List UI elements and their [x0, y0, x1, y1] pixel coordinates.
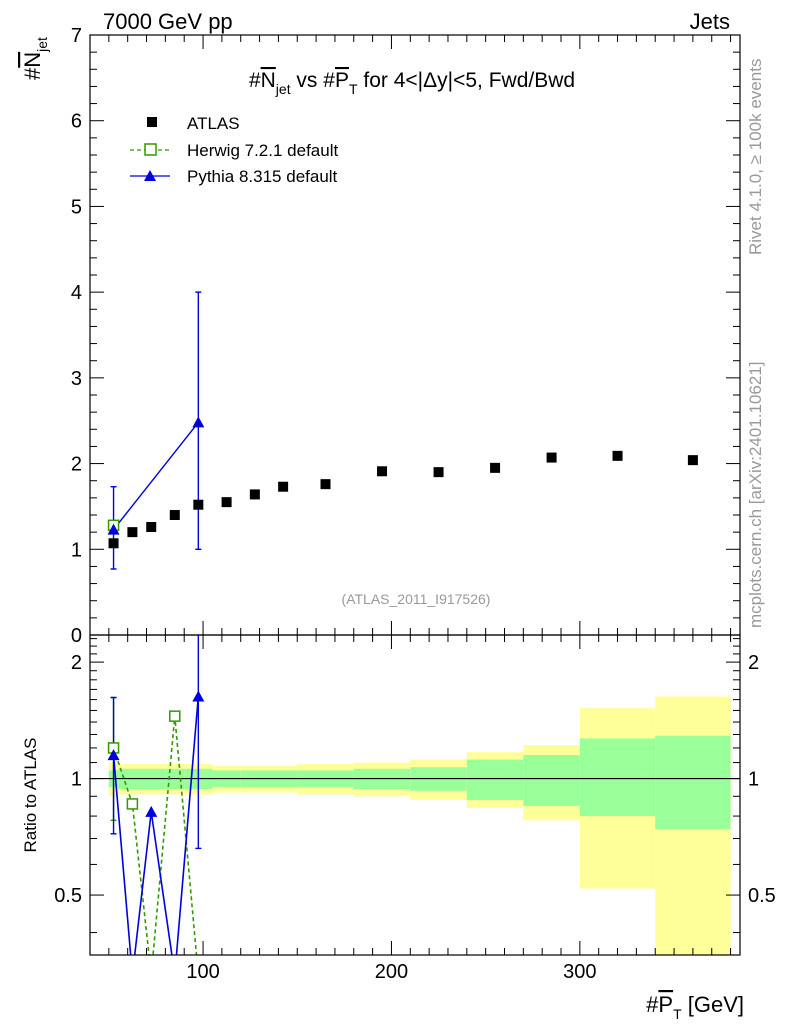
ratio-inner-band — [655, 735, 731, 830]
atlas-point — [546, 452, 557, 463]
atlas-point — [612, 450, 623, 461]
title-hash: # — [249, 69, 261, 92]
legend-marker-atlas — [147, 117, 157, 127]
atlas-point — [377, 466, 388, 477]
pythia-ratio-point — [107, 749, 120, 761]
pythia-point — [192, 416, 205, 428]
legend-label-pythia: Pythia 8.315 default — [187, 167, 338, 186]
atlas-point — [127, 527, 138, 538]
atlas-point — [169, 510, 180, 520]
herwig-ratio-point — [169, 710, 181, 722]
ratio-inner-band — [523, 755, 580, 806]
pythia-series-line — [113, 421, 199, 531]
main-y-tick-label: 5 — [71, 196, 82, 218]
ratio-inner-band — [579, 738, 656, 817]
ratio-y-tick-label: 1 — [71, 769, 82, 791]
title-p: P — [335, 69, 349, 92]
ratio-x-tick-label: 100 — [186, 961, 219, 983]
main-tick-labels: 0 1 2 3 4 5 6 7 — [71, 25, 82, 647]
legend-marker-pythia — [144, 170, 156, 181]
rivet-version-label: Rivet 4.1.0, ≥ 100k events — [746, 59, 765, 255]
main-y-tick-label: 3 — [71, 368, 82, 390]
atlas-point — [278, 481, 289, 492]
title-rest: for 4<|Δy|<5, Fwd/Bwd — [358, 69, 576, 92]
ylabel-n: N — [20, 52, 45, 68]
atlas-point — [146, 522, 157, 532]
atlas-point — [193, 499, 204, 510]
ratio-y-tick-label: 0.5 — [54, 885, 82, 907]
ratio-y-tick-label-right: 0.5 — [748, 885, 776, 907]
atlas-point — [221, 497, 232, 508]
header-category-label: Jets — [690, 9, 730, 34]
header-energy-label: 7000 GeV pp — [103, 9, 233, 34]
ratio-series — [107, 635, 205, 955]
chart-title: #Njet vs #PT for 4<|Δy|<5, Fwd/Bwd — [249, 69, 575, 97]
pythia-ratio-point — [145, 805, 158, 817]
atlas-point — [249, 489, 260, 500]
main-axis-ticks — [90, 34, 740, 636]
xlabel-hash: # — [646, 992, 659, 1017]
atlas-point — [433, 467, 444, 478]
xlabel-sub: T — [673, 1006, 682, 1022]
analysis-watermark: (ATLAS_2011_I917526) — [342, 591, 491, 607]
ratio-tick-labels: 100 200 300 0.5 0.5 1 1 2 2 — [54, 652, 776, 983]
atlas-point — [687, 455, 698, 466]
ylabel-sub: jet — [34, 37, 50, 53]
herwig-ratio-line — [112, 716, 198, 955]
legend: ATLAS Herwig 7.2.1 default Pythia 8.315 … — [130, 114, 338, 186]
x-axis-label: #PT [GeV] — [646, 992, 744, 1022]
ylabel-hash: # — [20, 67, 45, 80]
main-series — [107, 291, 698, 570]
pythia-ratio-point — [192, 690, 205, 702]
main-y-tick-label: 4 — [71, 282, 82, 304]
ratio-axis-ticks — [90, 635, 740, 955]
ratio-frame — [89, 634, 741, 956]
xlabel-p: P — [658, 992, 673, 1017]
ratio-x-tick-label: 200 — [375, 961, 408, 983]
herwig-ratio-point — [126, 798, 139, 810]
title-n-sub: jet — [275, 81, 291, 97]
pythia-point — [107, 523, 120, 535]
main-y-tick-label: 6 — [71, 111, 82, 133]
atlas-point — [108, 538, 119, 549]
ratio-inner-band — [466, 759, 524, 801]
legend-marker-herwig — [144, 143, 157, 156]
ratio-y-axis-label: Ratio to ATLAS — [21, 738, 40, 853]
ratio-panel: 100 200 300 0.5 0.5 1 1 2 2 Ratio to ATLAS #PT [… — [21, 634, 776, 1022]
main-y-tick-label: 2 — [71, 454, 82, 476]
main-y-tick-label: 0 — [71, 625, 82, 647]
atlas-point — [490, 462, 501, 473]
ratio-y-tick-label-right: 1 — [748, 769, 759, 791]
ratio-y-tick-label-right: 2 — [748, 652, 759, 674]
ratio-x-tick-label: 300 — [563, 961, 596, 983]
ratio-y-tick-label: 2 — [71, 652, 82, 674]
legend-label-atlas: ATLAS — [187, 114, 240, 133]
atlas-point — [320, 479, 331, 490]
title-p-sub: T — [349, 81, 358, 97]
mcplots-source-label: mcplots.cern.ch [arXiv:2401.10621] — [746, 362, 765, 628]
legend-label-herwig: Herwig 7.2.1 default — [187, 141, 338, 160]
title-n: N — [261, 69, 276, 92]
main-y-tick-label: 1 — [71, 539, 82, 561]
title-vs: vs # — [291, 69, 336, 92]
main-y-tick-label: 7 — [71, 25, 82, 47]
main-y-axis-label: #Njet — [20, 37, 50, 80]
ratio-uncertainty-bands — [108, 696, 731, 955]
xlabel-unit: [GeV] — [682, 992, 744, 1017]
